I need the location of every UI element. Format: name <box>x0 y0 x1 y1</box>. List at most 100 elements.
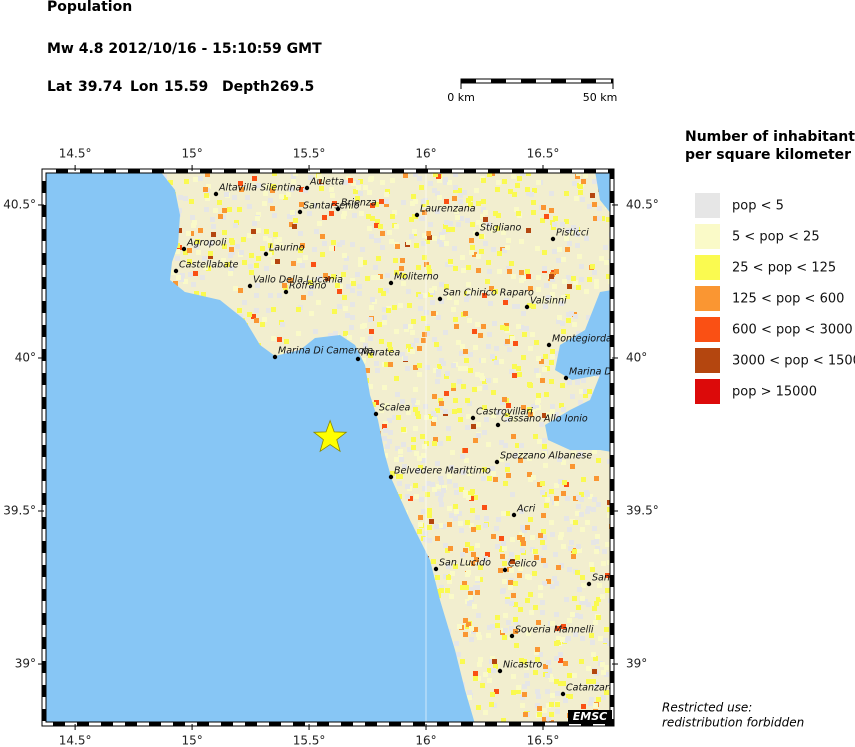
texture-cell <box>512 373 517 378</box>
texture-cell <box>446 575 451 580</box>
texture-cell <box>490 656 495 661</box>
texture-cell <box>564 516 569 521</box>
texture-cell <box>464 297 469 302</box>
texture-cell <box>446 426 451 431</box>
texture-cell <box>557 247 562 252</box>
texture-cell <box>529 192 534 197</box>
texture-cell <box>504 323 509 328</box>
texture-cell <box>183 279 188 284</box>
texture-cell <box>412 214 417 219</box>
lat-tick-label: 40° <box>15 350 36 364</box>
texture-cell <box>479 373 484 378</box>
texture-cell <box>580 527 585 532</box>
texture-cell <box>475 515 480 520</box>
texture-cell <box>421 316 426 321</box>
texture-cell <box>538 556 543 561</box>
texture-cell <box>194 244 199 249</box>
texture-cell <box>604 260 609 265</box>
town-label: Cassano Allo Ionio <box>501 414 588 425</box>
texture-cell <box>360 337 365 342</box>
texture-cell <box>222 230 227 235</box>
texture-cell <box>183 250 188 255</box>
texture-cell <box>280 322 285 327</box>
texture-cell <box>426 481 431 486</box>
texture-cell <box>506 238 511 243</box>
texture-cell <box>571 225 576 230</box>
texture-cell <box>576 605 581 610</box>
texture-cell <box>536 620 541 625</box>
texture-cell <box>604 627 609 632</box>
texture-cell <box>350 278 355 283</box>
texture-cell <box>400 399 405 404</box>
texture-cell <box>292 224 297 229</box>
texture-cell <box>601 695 606 700</box>
texture-cell <box>493 289 498 294</box>
texture-cell <box>431 559 436 564</box>
texture-cell <box>555 709 560 714</box>
texture-cell <box>284 339 289 344</box>
texture-cell <box>503 613 508 618</box>
texture-cell <box>383 421 388 426</box>
texture-cell <box>463 493 468 498</box>
texture-cell <box>359 211 364 216</box>
texture-cell <box>342 295 347 300</box>
texture-cell <box>549 677 554 682</box>
texture-cell <box>403 324 408 329</box>
texture-cell <box>439 588 444 593</box>
texture-cell <box>554 612 559 617</box>
texture-cell <box>536 694 541 699</box>
texture-cell <box>580 197 585 202</box>
texture-cell <box>405 366 410 371</box>
texture-cell <box>475 322 480 327</box>
texture-cell <box>296 307 301 312</box>
texture-cell <box>485 279 490 284</box>
texture-cell <box>497 251 502 256</box>
texture-cell <box>491 247 496 252</box>
texture-cell <box>447 479 452 484</box>
texture-cell <box>343 306 348 311</box>
texture-cell <box>337 289 342 294</box>
texture-cell <box>453 172 458 177</box>
texture-cell <box>388 347 393 352</box>
texture-cell <box>406 410 411 415</box>
texture-cell <box>449 465 454 470</box>
texture-cell <box>523 712 528 717</box>
texture-cell <box>423 404 428 409</box>
texture-cell <box>466 622 471 627</box>
texture-cell <box>309 203 314 208</box>
texture-cell <box>476 268 481 273</box>
texture-cell <box>267 238 272 243</box>
texture-cell <box>561 624 566 629</box>
texture-cell <box>554 581 559 586</box>
texture-cell <box>580 636 585 641</box>
texture-cell <box>549 520 554 525</box>
texture-cell <box>439 492 444 497</box>
texture-cell <box>466 265 471 270</box>
texture-cell <box>550 292 555 297</box>
texture-cell <box>465 572 470 577</box>
texture-cell <box>553 216 558 221</box>
texture-cell <box>461 470 466 475</box>
texture-cell <box>436 315 441 320</box>
town-label: Belvedere Marittimo <box>394 466 491 477</box>
texture-cell <box>479 223 484 228</box>
texture-cell <box>411 445 416 450</box>
texture-cell <box>386 308 391 313</box>
texture-cell <box>459 216 464 221</box>
texture-cell <box>438 398 443 403</box>
texture-cell <box>392 305 397 310</box>
legend-swatch <box>695 286 720 311</box>
texture-cell <box>448 259 453 264</box>
texture-cell <box>520 525 525 530</box>
texture-cell <box>550 532 555 537</box>
texture-cell <box>476 676 481 681</box>
texture-cell <box>411 319 416 324</box>
texture-cell <box>530 332 535 337</box>
texture-cell <box>454 509 459 514</box>
texture-cell <box>443 543 448 548</box>
texture-cell <box>566 228 571 233</box>
texture-cell <box>502 397 507 402</box>
texture-cell <box>413 387 418 392</box>
texture-cell <box>357 284 362 289</box>
texture-cell <box>400 258 405 263</box>
